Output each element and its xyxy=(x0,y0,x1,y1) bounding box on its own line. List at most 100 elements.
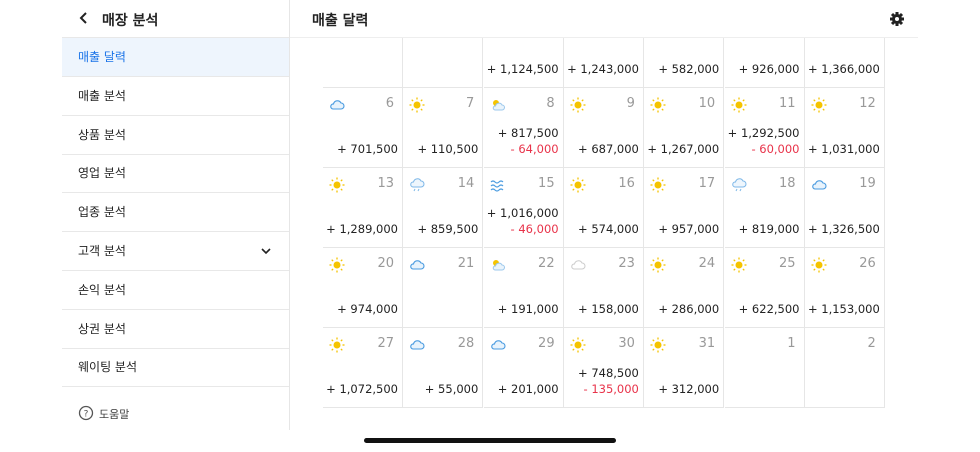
calendar-cell[interactable]: 30 + 748,500 - 135,000 xyxy=(563,328,644,408)
day-number: 29 xyxy=(538,336,555,351)
menu-item[interactable]: 손익 분석 xyxy=(62,271,289,310)
sales-amount: + 574,000 xyxy=(578,222,639,236)
calendar-cell[interactable]: 31 + 312,000 xyxy=(644,328,725,408)
sales-amount: + 701,500 xyxy=(337,142,398,156)
sales-amount: + 1,326,500 xyxy=(807,222,880,236)
sales-amount: + 55,000 xyxy=(424,382,479,396)
weather-icon xyxy=(811,257,827,273)
menu-item[interactable]: 상권 분석 xyxy=(62,310,289,349)
sales-amount: + 312,000 xyxy=(658,382,720,396)
calendar-cell[interactable]: 15 + 1,016,000 - 46,000 xyxy=(483,168,564,248)
help-link[interactable]: 도움말 xyxy=(99,408,130,421)
sales-amount: + 1,267,000 xyxy=(647,142,720,156)
calendar-cell[interactable]: + 926,000 xyxy=(724,38,805,88)
calendar-cell[interactable]: 11 + 1,292,500 - 60,000 xyxy=(724,88,805,168)
sales-amount: + 1,289,000 xyxy=(326,222,398,236)
calendar-cell[interactable]: 23 + 158,000 xyxy=(563,248,644,328)
calendar-cell[interactable]: 13 + 1,289,000 xyxy=(323,168,403,248)
weather-icon xyxy=(330,100,345,110)
sales-amount: + 158,000 xyxy=(578,302,639,316)
calendar-cell[interactable]: 25 + 622,500 xyxy=(724,248,805,328)
calendar-cell[interactable]: 28 + 55,000 xyxy=(403,328,484,408)
divider xyxy=(62,37,289,38)
day-number: 13 xyxy=(377,176,394,191)
calendar-cell[interactable]: 27 + 1,072,500 xyxy=(323,328,403,408)
weather-icon xyxy=(410,260,425,270)
calendar-cell[interactable]: 24 + 286,000 xyxy=(644,248,725,328)
calendar-cell[interactable]: 29 + 201,000 xyxy=(483,328,564,408)
sales-amount: + 1,072,500 xyxy=(326,382,398,396)
main-title: 매출 달력 xyxy=(312,13,369,29)
sales-amount: + 582,000 xyxy=(658,62,720,76)
sales-amount: + 1,124,500 xyxy=(486,62,559,76)
calendar-cell[interactable]: 16 + 574,000 xyxy=(563,168,644,248)
weather-icon xyxy=(731,178,746,192)
calendar-cell[interactable]: 22 + 191,000 xyxy=(483,248,564,328)
calendar-cell[interactable]: 12 + 1,031,000 xyxy=(804,88,885,168)
weather-icon xyxy=(570,177,586,193)
calendar-cell[interactable]: + 1,124,500 xyxy=(483,38,564,88)
weather-icon xyxy=(570,97,586,113)
calendar-cell[interactable]: 8 + 817,500 - 64,000 xyxy=(483,88,564,168)
calendar-cell[interactable]: 10 + 1,267,000 xyxy=(644,88,725,168)
sales-amount: + 1,243,000 xyxy=(567,62,639,76)
calendar-cell[interactable]: 20 + 974,000 xyxy=(323,248,403,328)
menu-item[interactable]: 상품 분석 xyxy=(62,116,289,155)
sales-amount: + 286,000 xyxy=(658,302,720,316)
refund-amount: - 135,000 xyxy=(583,382,639,396)
menu-item[interactable]: 영업 분석 xyxy=(62,154,289,194)
menu-item[interactable]: 업종 분석 xyxy=(62,193,289,233)
weather-icon xyxy=(650,257,666,273)
weather-icon xyxy=(812,180,827,190)
calendar-cell[interactable]: 17 + 957,000 xyxy=(644,168,725,248)
day-number: 1 xyxy=(787,336,796,351)
calendar-cell[interactable]: 19 + 1,326,500 xyxy=(804,168,885,248)
day-number: 26 xyxy=(859,256,876,271)
refund-amount: - 64,000 xyxy=(510,142,559,156)
calendar-cell[interactable]: + 1,243,000 xyxy=(563,38,644,88)
day-number: 12 xyxy=(859,96,876,111)
calendar-cell[interactable] xyxy=(403,38,484,88)
day-number: 18 xyxy=(778,176,796,191)
menu-item[interactable]: 웨이팅 분석 xyxy=(62,348,289,388)
back-icon[interactable] xyxy=(78,11,90,25)
calendar-cell[interactable]: 1 xyxy=(724,328,805,408)
sales-amount: + 817,500 xyxy=(497,126,559,140)
calendar-cell[interactable]: + 1,366,000 xyxy=(804,38,885,88)
sales-amount: + 110,500 xyxy=(417,142,479,156)
menu-item[interactable]: 고객 분석 xyxy=(62,232,289,271)
day-number: 9 xyxy=(626,96,635,111)
weather-icon xyxy=(731,97,746,113)
weather-icon xyxy=(329,337,345,353)
day-number: 19 xyxy=(859,176,876,191)
calendar-cell[interactable]: 14 + 859,500 xyxy=(403,168,484,248)
svg-text:?: ? xyxy=(84,410,89,420)
weather-icon xyxy=(650,337,666,353)
menu-item[interactable]: 매출 분석 xyxy=(62,77,289,116)
sales-amount: + 1,016,000 xyxy=(486,206,559,220)
menu-item[interactable]: 매출 달력 xyxy=(62,38,289,77)
refund-amount: - 60,000 xyxy=(751,142,800,156)
calendar-cell[interactable]: 18 + 819,000 xyxy=(724,168,805,248)
main: 매출 달력 xyxy=(290,0,918,430)
calendar-cell[interactable]: 6 + 701,500 xyxy=(323,88,403,168)
calendar-cell[interactable]: 21 xyxy=(403,248,484,328)
calendar-cell[interactable]: 7 + 110,500 xyxy=(403,88,484,168)
day-number: 16 xyxy=(618,176,635,191)
day-number: 28 xyxy=(457,336,475,351)
sales-amount: + 191,000 xyxy=(497,302,559,316)
refund-amount: - 46,000 xyxy=(510,222,559,236)
weather-icon xyxy=(410,340,425,350)
settings-icon[interactable] xyxy=(889,11,905,27)
chevron xyxy=(261,248,271,255)
day-number: 30 xyxy=(618,336,635,351)
weather-icon xyxy=(492,260,505,271)
day-number: 27 xyxy=(377,336,394,351)
day-number: 10 xyxy=(698,96,716,111)
calendar-cell[interactable]: + 582,000 xyxy=(644,38,725,88)
calendar-cell[interactable] xyxy=(323,38,403,88)
calendar-cell[interactable]: 2 xyxy=(804,328,885,408)
day-number: 23 xyxy=(618,256,635,271)
calendar-cell[interactable]: 9 + 687,000 xyxy=(563,88,644,168)
calendar-cell[interactable]: 26 + 1,153,000 xyxy=(804,248,885,328)
